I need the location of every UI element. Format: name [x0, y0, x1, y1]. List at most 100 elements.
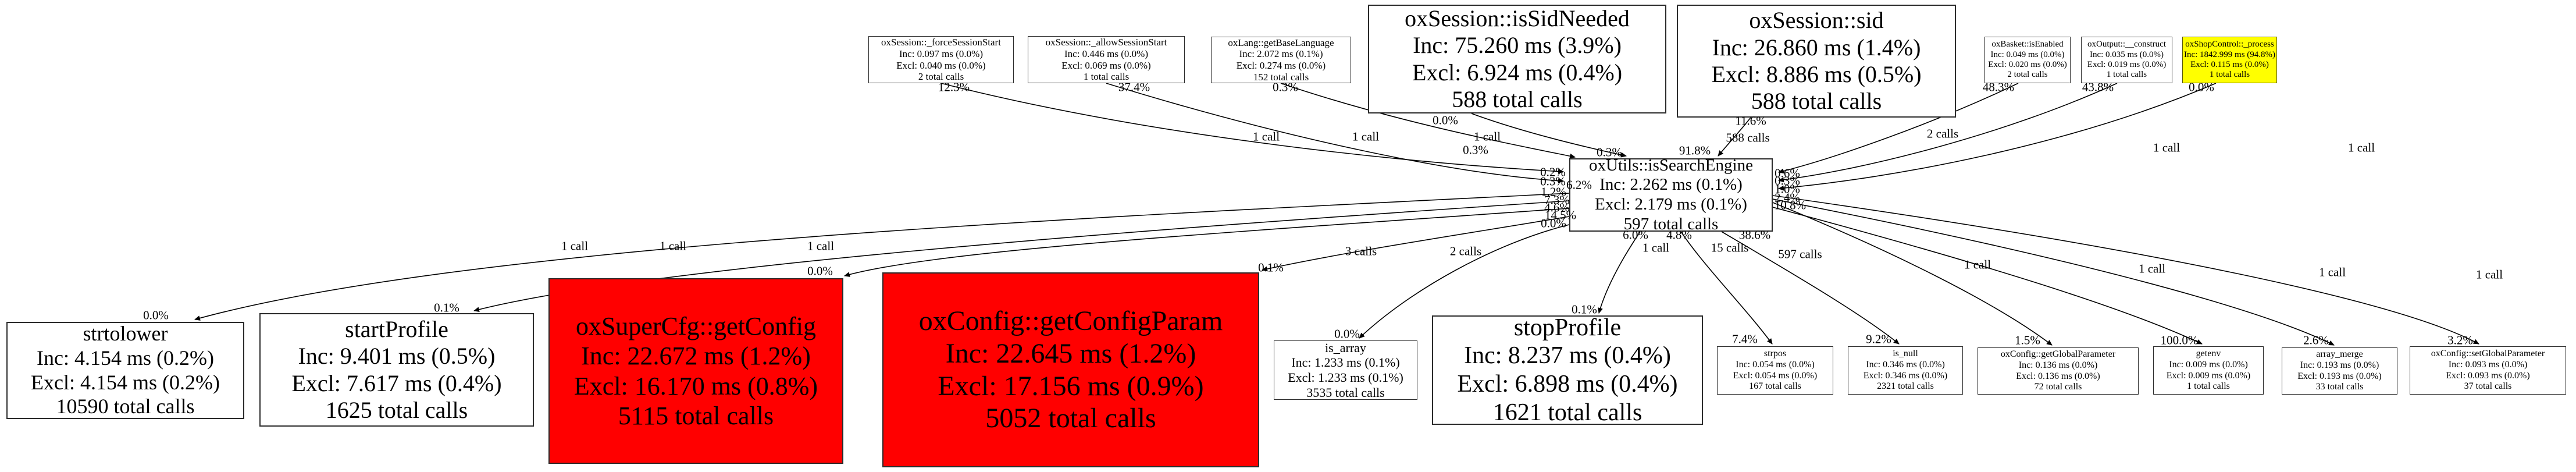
node-calls: 5052 total calls — [985, 403, 1156, 434]
node-strpos[interactable]: strpos Inc: 0.054 ms (0.0%) Excl: 0.054 … — [1717, 346, 1833, 395]
node-getenv[interactable]: getenv Inc: 0.009 ms (0.0%) Excl: 0.009 … — [2153, 346, 2264, 395]
node-excl: Excl: 6.924 ms (0.4%) — [1412, 59, 1623, 86]
node-excl: Excl: 0.136 ms (0.0%) — [2016, 371, 2100, 381]
node-calls: 72 total calls — [2034, 382, 2082, 392]
node-array_merge[interactable]: array_merge Inc: 0.193 ms (0.0%) Excl: 0… — [2282, 347, 2397, 395]
edge-center-to-is_null — [1721, 231, 1900, 345]
edge-label: 1 call — [2153, 140, 2180, 155]
node-inc: Inc: 9.401 ms (0.5%) — [298, 343, 496, 370]
node-inc: Inc: 1842.999 ms (94.8%) — [2183, 49, 2276, 59]
node-calls: 597 total calls — [1623, 214, 1719, 233]
node-allowSessionStart[interactable]: oxSession::_allowSessionStart Inc: 0.446… — [1028, 36, 1185, 83]
node-excl: Excl: 0.009 ms (0.0%) — [2166, 370, 2251, 381]
node-construct[interactable]: oxOutput::__construct Inc: 0.035 ms (0.0… — [2081, 37, 2172, 83]
node-excl: Excl: 1.233 ms (0.1%) — [1288, 370, 1403, 385]
edge-label: 0.0% — [143, 308, 169, 322]
node-excl: Excl: 2.179 ms (0.1%) — [1595, 195, 1747, 214]
node-title: oxSuperCfg::getConfig — [575, 312, 817, 341]
node-calls: 33 total calls — [2315, 382, 2364, 392]
edge-label: 37.4% — [1118, 80, 1150, 94]
node-inc: Inc: 0.035 ms (0.0%) — [2089, 49, 2164, 59]
node-excl: Excl: 17.156 ms (0.9%) — [938, 370, 1204, 402]
node-isSearchEngine[interactable]: oxUtils::isSearchEngine Inc: 2.262 ms (0… — [1569, 156, 1773, 233]
edge-construct-to-center — [1778, 83, 2118, 183]
node-strtolower[interactable]: strtolower Inc: 4.154 ms (0.2%) Excl: 4.… — [6, 322, 244, 419]
node-is_array[interactable]: is_array Inc: 1.233 ms (0.1%) Excl: 1.23… — [1274, 340, 1417, 400]
node-getConfig[interactable]: oxSuperCfg::getConfig Inc: 22.672 ms (1.… — [548, 278, 843, 464]
node-forceSessionStart[interactable]: oxSession::_forceSessionStart Inc: 0.097… — [868, 36, 1014, 83]
node-calls: 1621 total calls — [1492, 399, 1642, 426]
node-inc: Inc: 0.446 ms (0.0%) — [1064, 48, 1148, 59]
node-title: oxLang::getBaseLanguage — [1228, 37, 1334, 48]
node-inc: Inc: 0.054 ms (0.0%) — [1736, 359, 1815, 370]
node-inc: Inc: 1.233 ms (0.1%) — [1291, 355, 1400, 370]
edge-center-to-is_array — [1359, 224, 1570, 339]
edge-label: 1 call — [2138, 261, 2166, 276]
edge-label: 1 call — [807, 239, 835, 253]
edge-label: 1 call — [1473, 129, 1501, 144]
edge-label: 2.4% — [1775, 190, 1800, 205]
node-inc: Inc: 0.049 ms (0.0%) — [1990, 49, 2065, 59]
node-inc: Inc: 0.097 ms (0.0%) — [899, 48, 983, 59]
edge-label: 38.6% — [1738, 228, 1771, 242]
edge-label: 1 call — [1352, 129, 1380, 144]
edge-label: 1 call — [2347, 140, 2375, 155]
edge-label: 1 call — [1964, 257, 1991, 272]
node-sid[interactable]: oxSession::sid Inc: 26.860 ms (1.4%) Exc… — [1677, 5, 1956, 118]
node-process[interactable]: oxShopControl::_process Inc: 1842.999 ms… — [2182, 37, 2277, 83]
edge-label: 0.0% — [1334, 327, 1360, 341]
node-inc: Inc: 22.672 ms (1.2%) — [581, 342, 811, 371]
node-excl: Excl: 7.617 ms (0.4%) — [291, 370, 502, 396]
node-excl: Excl: 8.886 ms (0.5%) — [1711, 61, 1922, 87]
node-title: oxShopControl::_process — [2185, 40, 2274, 49]
node-excl: Excl: 6.898 ms (0.4%) — [1457, 371, 1678, 398]
edge-label: 15 calls — [1711, 240, 1749, 255]
node-title: array_merge — [2316, 349, 2363, 360]
node-isEnabled[interactable]: oxBasket::isEnabled Inc: 0.049 ms (0.0%)… — [1984, 37, 2071, 83]
edge-label: 91.8% — [1679, 143, 1711, 158]
node-title: oxConfig::getConfigParam — [918, 306, 1223, 337]
edge-label: 0.3% — [1273, 80, 1298, 94]
node-title: oxConfig::getGlobalParameter — [2000, 349, 2116, 360]
edge-label: 1.2% — [1541, 184, 1566, 199]
node-getConfigParam[interactable]: oxConfig::getConfigParam Inc: 22.645 ms … — [882, 272, 1259, 467]
edge-label: 0.0% — [2189, 80, 2214, 94]
edge-label: 100.0% — [2160, 333, 2199, 347]
node-is_null[interactable]: is_null Inc: 0.346 ms (0.0%) Excl: 0.346… — [1848, 346, 1963, 395]
node-title: oxSession::sid — [1749, 7, 1884, 34]
node-setGlobalParameter[interactable]: oxConfig::setGlobalParameter Inc: 0.093 … — [2410, 346, 2566, 395]
node-calls: 167 total calls — [1749, 381, 1801, 392]
edge-label: 11.6% — [1735, 113, 1766, 128]
edge-label: 0.3% — [1463, 143, 1488, 157]
edge-getBaseLanguage-to-center — [1280, 83, 1576, 159]
node-inc: Inc: 2.262 ms (0.1%) — [1599, 175, 1743, 194]
edge-label: 3 calls — [1345, 244, 1377, 258]
node-title: stopProfile — [1513, 314, 1622, 341]
node-stopProfile[interactable]: stopProfile Inc: 8.237 ms (0.4%) Excl: 6… — [1432, 314, 1703, 426]
node-excl: Excl: 0.040 ms (0.0%) — [896, 59, 986, 71]
node-excl: Excl: 16.170 ms (0.8%) — [573, 371, 818, 400]
node-title: is_array — [1325, 340, 1366, 355]
node-startProfile[interactable]: startProfile Inc: 9.401 ms (0.5%) Excl: … — [259, 313, 534, 427]
node-getGlobalParameter[interactable]: oxConfig::getGlobalParameter Inc: 0.136 … — [1978, 347, 2139, 395]
node-calls: 588 total calls — [1751, 88, 1882, 115]
node-inc: Inc: 2.072 ms (0.1%) — [1239, 48, 1323, 60]
edge-label: 2 calls — [1926, 126, 1959, 141]
node-title: oxSession::isSidNeeded — [1405, 5, 1630, 31]
node-inc: Inc: 0.346 ms (0.0%) — [1866, 359, 1945, 370]
edge-label: 588 calls — [1726, 130, 1770, 145]
node-calls: 2321 total calls — [1877, 381, 1934, 392]
node-excl: Excl: 0.019 ms (0.0%) — [2087, 60, 2167, 69]
edge-label: 6.2% — [1566, 178, 1592, 192]
node-title: oxSession::_allowSessionStart — [1045, 37, 1167, 48]
edge-label: 10.8% — [1774, 198, 1807, 212]
node-inc: Inc: 75.260 ms (3.9%) — [1413, 32, 1622, 59]
edge-label: 43.8% — [2082, 80, 2114, 94]
node-title: oxBasket::isEnabled — [1991, 40, 2064, 49]
node-inc: Inc: 0.193 ms (0.0%) — [2300, 360, 2379, 370]
node-getBaseLanguage[interactable]: oxLang::getBaseLanguage Inc: 2.072 ms (0… — [1211, 37, 1351, 83]
edge-label: 7.3% — [1544, 193, 1570, 207]
node-inc: Inc: 4.154 ms (0.2%) — [37, 346, 214, 370]
edge-center-to-getConfig — [844, 208, 1570, 277]
node-isSidNeeded[interactable]: oxSession::isSidNeeded Inc: 75.260 ms (3… — [1368, 5, 1666, 113]
